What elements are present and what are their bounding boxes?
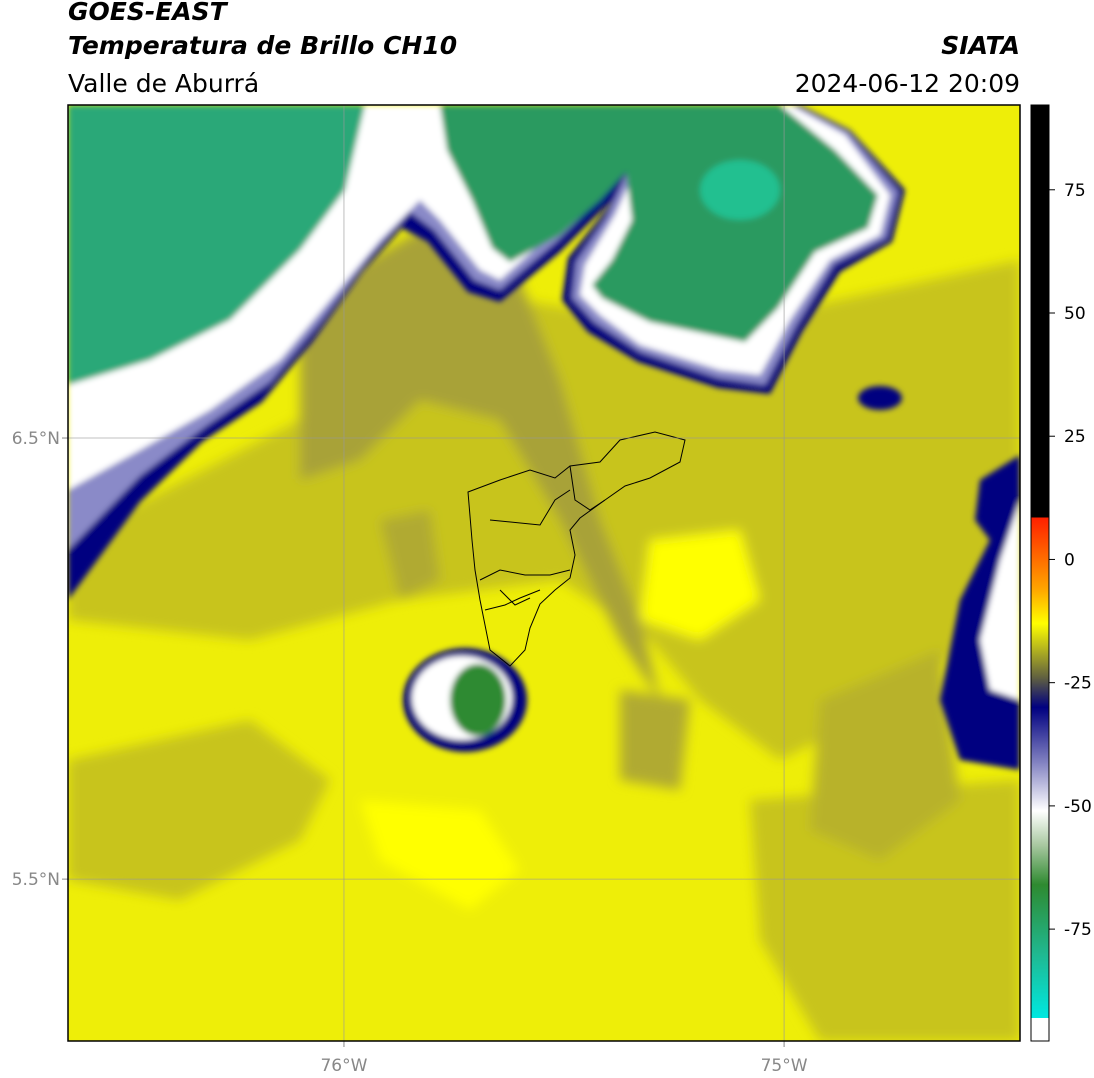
colorbar-ticks: 75 50 25 0 -25 -50 -75 (1049, 181, 1092, 940)
region: Valle de Aburrá (68, 69, 259, 98)
datetime: 2024-06-12 20:09 (795, 69, 1020, 98)
colorbar-tick-label: 0 (1064, 550, 1075, 570)
subtitle: Temperatura de Brillo CH10 (68, 31, 457, 60)
colorbar-tick-label: -75 (1064, 920, 1092, 940)
colorbar (1030, 104, 1050, 1042)
lon-label: 75°W (761, 1056, 808, 1076)
lat-label: 6.5°N (12, 429, 60, 449)
colorbar-tick-label: -50 (1064, 797, 1092, 817)
colorbar-tick-label: 25 (1064, 427, 1086, 447)
lat-label: 5.5°N (12, 870, 60, 890)
graticule (62, 105, 1020, 1047)
colorbar-tick-label: 50 (1064, 304, 1086, 324)
colorbar-tick-label: -25 (1064, 674, 1092, 694)
map-image (68, 105, 1020, 1041)
title: GOES-EAST (68, 0, 229, 26)
colorbar-tick-label: 75 (1064, 181, 1086, 201)
lon-label: 76°W (320, 1056, 367, 1076)
source: SIATA (941, 31, 1020, 60)
map-frame (67, 104, 1021, 1042)
